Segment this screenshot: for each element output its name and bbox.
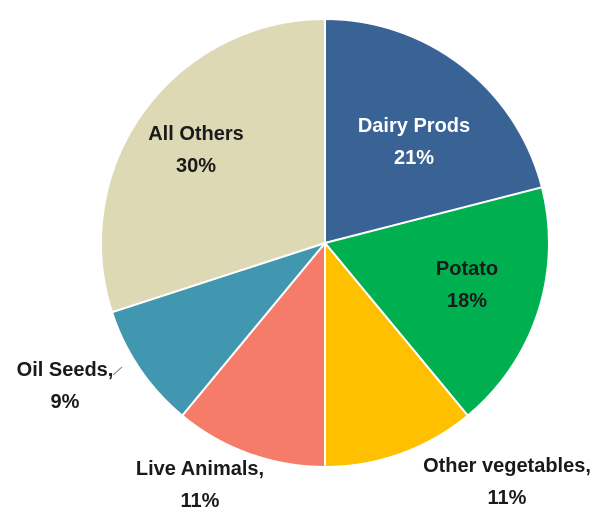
data-label-name: All Others	[148, 123, 244, 145]
data-label-other-vegetables: Other vegetables, 11%	[423, 455, 591, 509]
data-label-all-others: All Others 30%	[148, 123, 244, 177]
data-label-percent: 30%	[176, 155, 216, 177]
leader-line-oil-seeds	[112, 366, 123, 376]
pie-slice-dairy-prods	[324, 17, 544, 245]
data-labels: Dairy Prods 21% Potato 18% Other vegetables,…	[17, 115, 591, 512]
data-label-name: Potato	[436, 258, 498, 280]
data-label-percent: 11%	[181, 490, 220, 512]
leader-lines	[112, 366, 123, 376]
data-label-name: Other vegetables,	[423, 455, 591, 477]
pie-slice-oil-seeds	[110, 240, 328, 417]
pie-slice-potato	[323, 186, 550, 417]
data-label-percent: 11%	[488, 487, 527, 509]
pie-slice-all-others	[100, 17, 326, 314]
pie-slice-other-vegetables	[324, 240, 470, 469]
data-label-dairy-prods: Dairy Prods 21%	[358, 115, 470, 169]
data-label-name: Oil Seeds,	[17, 359, 114, 381]
data-label-potato: Potato 18%	[436, 258, 498, 312]
data-label-live-animals: Live Animals, 11%	[136, 458, 264, 512]
data-label-percent: 9%	[51, 391, 80, 413]
data-label-name: Dairy Prods	[358, 115, 470, 137]
data-label-percent: 18%	[447, 290, 487, 312]
data-label-oil-seeds: Oil Seeds, 9%	[17, 359, 114, 413]
data-label-percent: 21%	[394, 147, 434, 169]
pie-slices	[100, 17, 550, 469]
pie-slice-live-animals	[180, 240, 326, 469]
data-label-name: Live Animals,	[136, 458, 264, 480]
